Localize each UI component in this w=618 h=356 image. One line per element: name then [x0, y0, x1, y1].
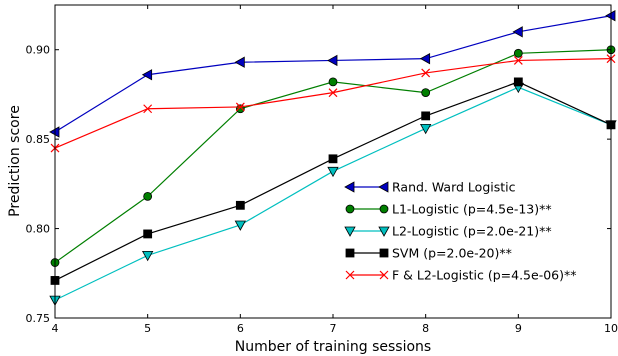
data-point	[419, 124, 432, 135]
legend-label: L2-Logistic (p=2.0e-21)**	[392, 224, 552, 239]
y-tick-label: 0.85	[26, 133, 51, 146]
data-point	[141, 250, 154, 262]
x-tick-label: 4	[52, 322, 59, 335]
legend-label: L1-Logistic (p=4.5e-13)**	[392, 202, 552, 217]
x-axis-label: Number of training sessions	[235, 339, 431, 355]
legend-marker	[345, 248, 355, 258]
legend-marker	[379, 270, 389, 280]
data-point	[421, 68, 431, 78]
legend-marker	[344, 226, 356, 237]
data-point	[143, 104, 153, 114]
x-tick-label: 5	[144, 322, 151, 335]
y-tick-label: 0.75	[26, 312, 51, 325]
legend-marker	[379, 248, 389, 258]
series-layer	[49, 10, 617, 306]
legend-marker	[345, 204, 355, 214]
legend-label: SVM (p=2.0e-20)**	[392, 246, 512, 261]
data-point	[234, 56, 245, 68]
x-tick-label: 8	[422, 322, 429, 335]
y-axis-ticks: 0.75 0.80 0.85 0.90	[26, 44, 611, 325]
y-tick-label: 0.90	[26, 44, 51, 57]
x-axis-ticks: 4 5 6 7 8 9 10	[52, 5, 618, 335]
data-point	[328, 154, 338, 164]
legend-marker	[345, 270, 355, 280]
x-tick-label: 9	[515, 322, 522, 335]
data-point	[328, 88, 338, 98]
data-point	[143, 191, 153, 201]
legend-label: F & L2-Logistic (p=4.5e-06)**	[392, 268, 577, 283]
legend-marker	[378, 226, 390, 237]
legend-marker	[344, 181, 355, 193]
data-point	[143, 229, 153, 239]
y-tick-label: 0.80	[26, 223, 51, 236]
y-axis-label: Prediction score	[7, 105, 23, 217]
data-point	[513, 56, 523, 65]
data-point	[419, 52, 431, 65]
data-point	[235, 200, 245, 210]
x-tick-label: 10	[604, 322, 618, 335]
data-point	[327, 166, 339, 178]
legend-marker	[378, 181, 389, 193]
legend-item: F & L2-Logistic (p=4.5e-06)**	[345, 268, 577, 283]
legend-label: Rand. Ward Logistic	[392, 180, 516, 195]
data-point	[421, 88, 431, 98]
legend: Rand. Ward Logistic L1-Logistic (p=4.5e-1…	[344, 180, 577, 283]
data-point	[512, 26, 523, 38]
data-point	[513, 48, 523, 58]
data-point	[327, 54, 338, 67]
legend-item: L2-Logistic (p=2.0e-21)**	[344, 224, 552, 239]
legend-item: L1-Logistic (p=4.5e-13)**	[345, 202, 552, 217]
x-tick-label: 6	[237, 322, 244, 335]
data-point	[141, 69, 153, 81]
data-point	[328, 77, 338, 87]
data-point	[513, 77, 523, 87]
legend-marker	[379, 204, 389, 214]
data-point	[235, 102, 245, 112]
x-tick-label: 7	[330, 322, 337, 335]
data-point	[234, 220, 247, 231]
data-point	[421, 111, 431, 121]
legend-item: Rand. Ward Logistic	[344, 180, 516, 195]
legend-item: SVM (p=2.0e-20)**	[345, 246, 512, 261]
